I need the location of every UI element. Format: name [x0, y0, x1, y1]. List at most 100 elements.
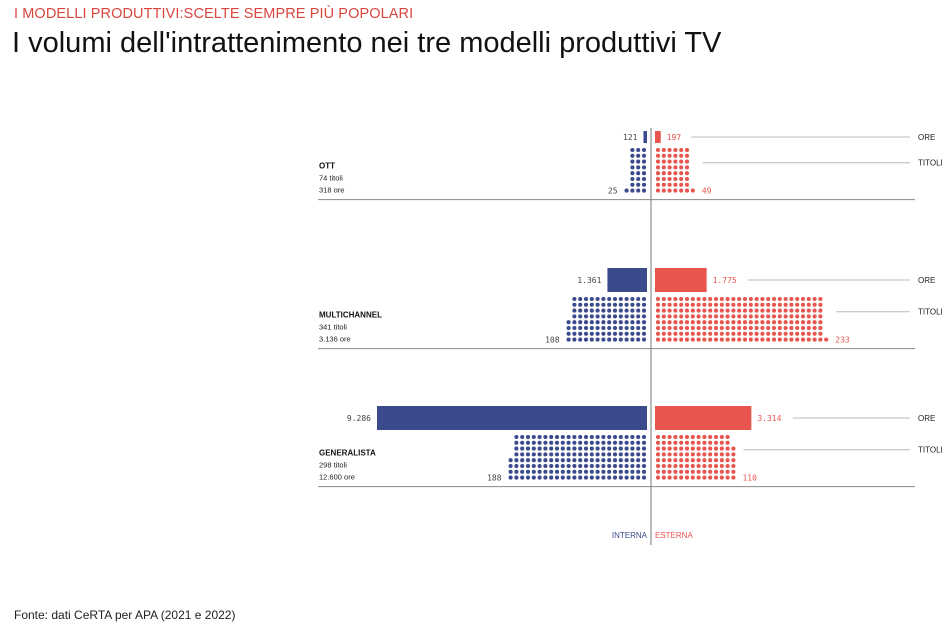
dot-title-esterna-multichannel [661, 302, 666, 307]
dot-title-esterna-multichannel [771, 302, 777, 307]
dot-title-interna-generalista [641, 469, 647, 474]
dot-title-interna-generalista [601, 446, 606, 451]
dot-title-interna-generalista [612, 440, 618, 445]
dot-title-interna-generalista [514, 458, 519, 463]
dot-title-interna-generalista [641, 452, 647, 457]
dot-title-interna-generalista [525, 440, 531, 445]
dot-title-esterna-multichannel [737, 308, 742, 313]
dot-title-esterna-multichannel [812, 314, 817, 319]
dot-title-esterna-multichannel [696, 331, 701, 336]
dot-title-interna-multichannel [636, 314, 641, 319]
dot-title-interna-generalista [514, 452, 519, 457]
dot-title-interna-generalista [630, 463, 635, 469]
dot-title-esterna-ott [655, 159, 661, 164]
dot-title-interna-generalista [572, 469, 577, 474]
label-titles-esterna-generalista: 110 [742, 474, 757, 483]
axis-label-interna: INTERNA [612, 531, 648, 540]
dot-title-interna-generalista [514, 440, 519, 445]
dot-title-esterna-multichannel [673, 325, 678, 331]
dot-title-interna-generalista [595, 458, 600, 463]
dot-title-esterna-ott [655, 176, 661, 182]
dot-title-esterna-multichannel [708, 331, 713, 336]
dot-title-esterna-ott [684, 188, 690, 193]
dot-title-esterna-multichannel [731, 325, 736, 331]
dot-title-interna-multichannel [607, 296, 612, 302]
dot-title-interna-generalista [554, 463, 560, 469]
dot-title-interna-multichannel [589, 325, 594, 331]
dot-title-esterna-ott [684, 176, 690, 182]
dot-title-interna-generalista [583, 463, 589, 469]
dot-title-interna-multichannel [583, 314, 589, 319]
dot-title-esterna-multichannel [818, 314, 823, 319]
group-name-multichannel: MULTICHANNEL [319, 311, 382, 320]
dot-title-interna-multichannel [583, 331, 589, 336]
dot-title-esterna-multichannel [667, 320, 672, 325]
dot-title-interna-generalista [618, 440, 623, 445]
dot-title-interna-generalista [583, 452, 589, 457]
dot-title-interna-multichannel [618, 308, 623, 313]
dot-title-interna-generalista [583, 446, 589, 451]
dot-title-interna-generalista [630, 446, 635, 451]
dot-title-esterna-multichannel [818, 308, 823, 313]
dot-title-esterna-generalista [696, 446, 701, 451]
dot-title-esterna-multichannel [667, 337, 672, 342]
dot-title-esterna-multichannel [771, 308, 777, 313]
dot-title-esterna-multichannel [725, 320, 730, 325]
dot-title-esterna-multichannel [806, 320, 811, 325]
dot-title-interna-generalista [572, 434, 577, 440]
dot-title-interna-generalista [612, 434, 618, 440]
dot-title-esterna-generalista [679, 446, 684, 451]
dot-title-interna-generalista [560, 469, 565, 474]
dot-title-esterna-multichannel [795, 302, 800, 307]
dot-title-interna-generalista [537, 440, 542, 445]
dot-title-interna-multichannel [578, 331, 583, 336]
label-hours-esterna-multichannel: 1.775 [713, 276, 737, 285]
dot-title-interna-multichannel [630, 337, 635, 342]
dot-title-esterna-multichannel [719, 296, 724, 302]
dot-title-interna-generalista [636, 446, 641, 451]
dot-title-esterna-multichannel [702, 302, 707, 307]
dot-title-esterna-multichannel [696, 337, 701, 342]
dot-title-interna-multichannel [572, 331, 577, 336]
dot-title-esterna-multichannel [766, 337, 771, 342]
dot-title-esterna-multichannel [777, 325, 782, 331]
dot-title-esterna-multichannel [800, 314, 806, 319]
dot-title-interna-generalista [566, 463, 571, 469]
dot-title-interna-generalista [607, 475, 612, 480]
dot-title-esterna-multichannel [713, 320, 719, 325]
dot-title-interna-multichannel [624, 314, 629, 319]
dot-title-interna-generalista [624, 475, 629, 480]
dot-title-interna-generalista [624, 469, 629, 474]
dot-title-interna-multichannel [583, 308, 589, 313]
label-hours-interna-generalista: 9.286 [347, 414, 371, 423]
dot-title-interna-multichannel [641, 296, 647, 302]
dot-title-esterna-generalista [696, 469, 701, 474]
dot-title-esterna-multichannel [806, 331, 811, 336]
dot-title-interna-multichannel [572, 325, 577, 331]
dot-title-esterna-multichannel [806, 314, 811, 319]
dot-title-esterna-ott [667, 182, 672, 187]
dot-title-esterna-generalista [731, 446, 736, 451]
dot-title-interna-generalista [560, 452, 565, 457]
dot-title-esterna-multichannel [696, 314, 701, 319]
dot-title-interna-generalista [554, 458, 560, 463]
dot-title-interna-generalista [549, 434, 554, 440]
dot-title-esterna-multichannel [783, 302, 788, 307]
dot-title-interna-generalista [641, 434, 647, 440]
dot-title-esterna-multichannel [783, 296, 788, 302]
dot-title-esterna-multichannel [760, 302, 765, 307]
dot-title-interna-generalista [520, 458, 525, 463]
dot-title-esterna-multichannel [661, 331, 666, 336]
group-titoli-ott: 74 titoli [319, 174, 343, 183]
dot-title-esterna-ott [673, 147, 678, 153]
dot-title-interna-generalista [641, 446, 647, 451]
dot-title-esterna-generalista [679, 452, 684, 457]
dot-title-esterna-generalista [655, 463, 661, 469]
dot-title-esterna-generalista [696, 463, 701, 469]
dot-title-interna-multichannel [589, 320, 594, 325]
group-name-ott: OTT [319, 162, 335, 171]
dot-title-interna-generalista [554, 469, 560, 474]
dot-title-interna-generalista [572, 458, 577, 463]
dot-title-esterna-multichannel [702, 337, 707, 342]
dot-title-esterna-generalista [661, 475, 666, 480]
